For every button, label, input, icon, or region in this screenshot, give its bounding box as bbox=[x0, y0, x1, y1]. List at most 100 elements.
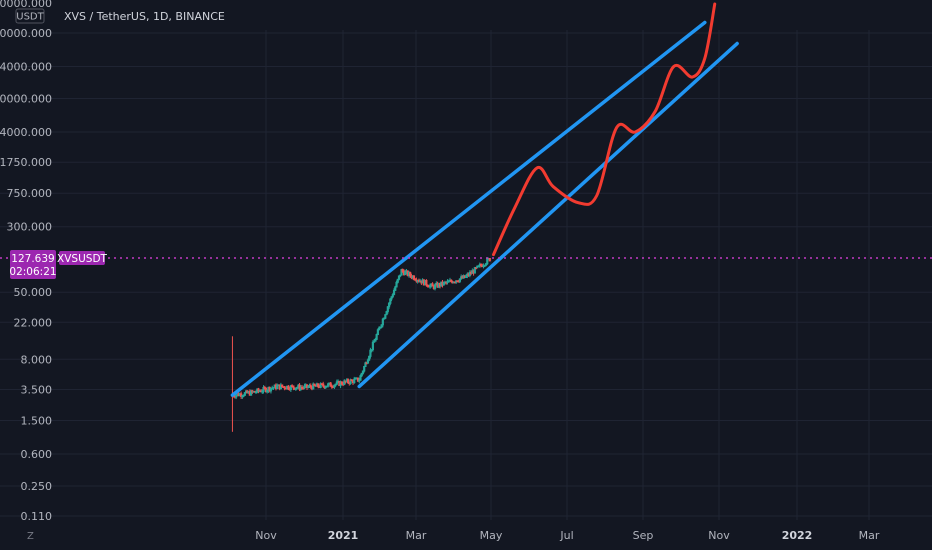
y-tick-label: 4000.000 bbox=[0, 126, 52, 139]
candle-body bbox=[335, 381, 338, 385]
candle-body bbox=[243, 392, 246, 396]
drawings[interactable] bbox=[230, 2, 739, 397]
y-tick-label: 0.110 bbox=[21, 510, 53, 523]
candle-body bbox=[488, 258, 491, 262]
candle-body bbox=[292, 385, 295, 389]
candle-body bbox=[371, 341, 375, 351]
candle-body bbox=[394, 286, 397, 291]
candle-body bbox=[486, 258, 489, 265]
candle-body bbox=[289, 385, 292, 391]
symbol-label-box bbox=[59, 251, 105, 265]
x-tick-label: 2021 bbox=[328, 529, 359, 542]
candle-body bbox=[401, 269, 404, 272]
candle-body bbox=[269, 387, 273, 392]
candle-body bbox=[369, 349, 372, 357]
candle-body bbox=[359, 375, 362, 381]
y-tick-label: 22.000 bbox=[14, 316, 53, 329]
lower-channel-line[interactable] bbox=[357, 41, 739, 389]
candle-body bbox=[281, 384, 284, 388]
y-tick-label: 10000.000 bbox=[0, 93, 52, 106]
y-tick-label: 1.500 bbox=[21, 414, 53, 427]
candle-body bbox=[356, 377, 360, 382]
price-label-box bbox=[10, 250, 56, 279]
symbol-label: XVSUSDT bbox=[57, 253, 107, 265]
candle-body bbox=[404, 271, 407, 276]
candle-body bbox=[465, 275, 468, 279]
candle-body bbox=[425, 279, 428, 286]
candle-body bbox=[266, 389, 269, 393]
candle-body bbox=[329, 382, 332, 387]
candle-body bbox=[262, 386, 265, 392]
candle-body bbox=[343, 380, 346, 385]
y-tick-label: 24000.000 bbox=[0, 61, 52, 74]
candle-body bbox=[334, 383, 337, 386]
grid bbox=[0, 30, 932, 520]
candle-body bbox=[395, 281, 398, 288]
x-tick-label: Nov bbox=[708, 529, 730, 542]
candle-body bbox=[360, 372, 363, 377]
candle-body bbox=[374, 338, 377, 342]
timezone-icon[interactable]: Z bbox=[27, 531, 34, 542]
candle-body bbox=[484, 263, 488, 266]
candle-body bbox=[317, 383, 320, 388]
x-tick-label: 2022 bbox=[782, 529, 813, 542]
y-tick-label: 1750.000 bbox=[0, 156, 52, 169]
candle-body bbox=[391, 294, 394, 298]
candle-body bbox=[249, 390, 253, 396]
candle-body bbox=[322, 383, 325, 387]
candle-body bbox=[433, 284, 437, 289]
y-tick-label: 50.000 bbox=[14, 286, 53, 299]
price-axis[interactable]: 140000.000 60000.000 24000.000 10000.000 400… bbox=[0, 0, 52, 523]
candle-body bbox=[378, 327, 381, 331]
y-tick-label: 750.000 bbox=[7, 187, 53, 200]
candle-body bbox=[389, 298, 392, 304]
candle-body bbox=[276, 385, 279, 390]
candle-body bbox=[384, 314, 387, 319]
currency-badge[interactable] bbox=[15, 8, 45, 24]
candle-body bbox=[442, 281, 445, 286]
projection-curve[interactable] bbox=[491, 2, 717, 257]
candle-body bbox=[373, 340, 376, 343]
candle-body bbox=[361, 370, 365, 374]
candle-body bbox=[366, 359, 370, 364]
candle-body bbox=[257, 388, 260, 392]
candle-body bbox=[396, 278, 399, 283]
candle-body bbox=[412, 275, 416, 280]
candle-body bbox=[309, 385, 312, 388]
time-axis[interactable]: Nov 2021 Mar May Jul Sep Nov 2022 Mar bbox=[255, 529, 880, 542]
candle-body bbox=[409, 272, 412, 277]
candle-body bbox=[340, 381, 343, 385]
candle-body bbox=[303, 385, 306, 389]
candle-body bbox=[375, 334, 378, 340]
candle-body bbox=[312, 383, 315, 390]
candle-body bbox=[431, 283, 434, 287]
candle-body bbox=[400, 269, 403, 276]
y-tick-label: 8.000 bbox=[21, 353, 53, 366]
candle-body bbox=[458, 278, 462, 282]
candle-body bbox=[327, 383, 330, 387]
candle-body bbox=[386, 306, 389, 313]
candle-body bbox=[283, 386, 286, 389]
price-label-value: 127.639 bbox=[11, 253, 54, 265]
candle-body bbox=[313, 383, 316, 386]
x-tick-label: May bbox=[480, 529, 503, 542]
y-tick-label: 60000.000 bbox=[0, 27, 52, 40]
candle-body bbox=[392, 289, 396, 296]
candle-body bbox=[385, 311, 388, 316]
candle-body bbox=[364, 362, 367, 367]
candle-body bbox=[240, 393, 243, 397]
candle-body bbox=[305, 384, 309, 388]
y-tick-label: 140000.000 bbox=[0, 0, 52, 10]
x-tick-label: Mar bbox=[859, 529, 880, 542]
candle-body bbox=[287, 385, 290, 390]
x-tick-label: Sep bbox=[633, 529, 654, 542]
symbol-title[interactable]: XVS / TetherUS, 1D, BINANCE bbox=[64, 10, 225, 23]
candle-body bbox=[397, 275, 401, 280]
candle-body bbox=[380, 324, 383, 328]
candle-body bbox=[376, 329, 379, 336]
candle-body bbox=[428, 284, 432, 288]
y-tick-label: 0.600 bbox=[21, 448, 53, 461]
price-label-countdown: 02:06:21 bbox=[9, 266, 56, 278]
upper-channel-line[interactable] bbox=[230, 20, 707, 397]
